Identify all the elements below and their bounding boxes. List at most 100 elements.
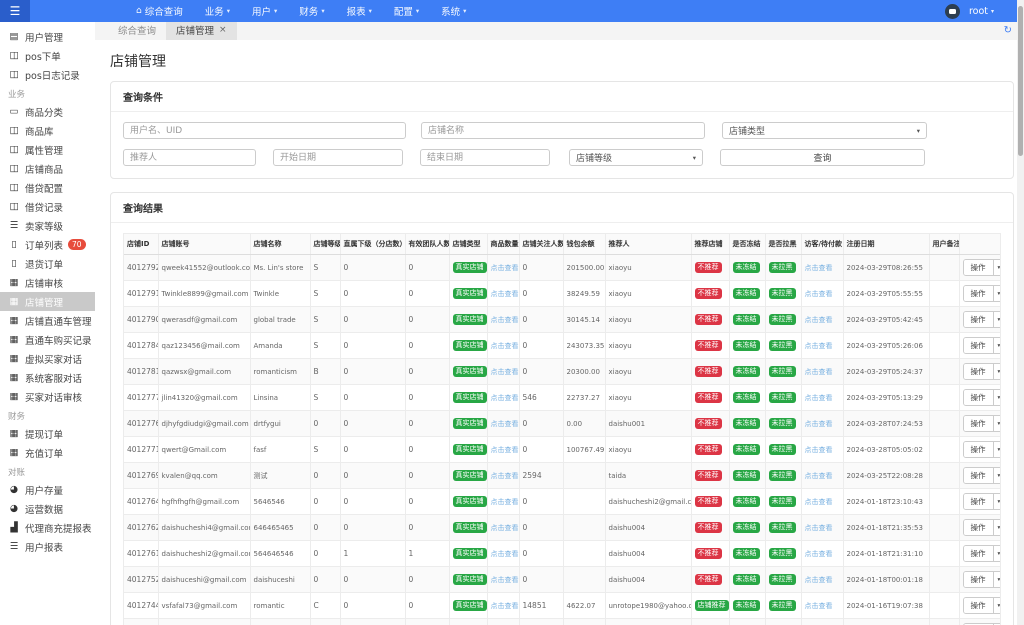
goods-view-link[interactable]: 点击查看 xyxy=(490,445,519,454)
nav-item-配置[interactable]: 配置 ▾ xyxy=(383,0,430,22)
tab-综合查询[interactable]: 综合查询 xyxy=(108,21,166,40)
action-caret-button[interactable]: ▾ xyxy=(992,572,1000,587)
sidebar-item-代理商充提报表[interactable]: ▟ 代理商充提报表 xyxy=(0,518,95,537)
action-caret-button[interactable]: ▾ xyxy=(992,260,1000,275)
visitor-view-link[interactable]: 点击查看 xyxy=(804,289,833,298)
sidebar-item-店铺管理[interactable]: ▦ 店铺管理 xyxy=(0,292,95,311)
action-button[interactable]: 操作 xyxy=(963,390,993,405)
action-caret-button[interactable]: ▾ xyxy=(992,546,1000,561)
visitor-view-link[interactable]: 点击查看 xyxy=(804,367,833,376)
action-button[interactable]: 操作 xyxy=(963,416,993,431)
goods-view-link[interactable]: 点击查看 xyxy=(490,289,519,298)
nav-item-系统[interactable]: 系统 ▾ xyxy=(430,0,477,22)
sidebar-item-店铺审核[interactable]: ▦ 店铺审核 xyxy=(0,273,95,292)
action-button[interactable]: 操作 xyxy=(963,338,993,353)
action-caret-button[interactable]: ▾ xyxy=(992,390,1000,405)
username-uid-input[interactable] xyxy=(123,122,406,139)
referrer-input[interactable] xyxy=(123,149,256,166)
tab-店铺管理[interactable]: 店铺管理 × xyxy=(166,21,237,40)
visitor-view-link[interactable]: 点击查看 xyxy=(804,601,833,610)
visitor-view-link[interactable]: 点击查看 xyxy=(804,341,833,350)
action-button[interactable]: 操作 xyxy=(963,598,993,613)
action-caret-button[interactable]: ▾ xyxy=(992,338,1000,353)
action-caret-button[interactable]: ▾ xyxy=(992,494,1000,509)
goods-view-link[interactable]: 点击查看 xyxy=(490,523,519,532)
sidebar-item-直通车购买记录[interactable]: ▦ 直通车购买记录 xyxy=(0,330,95,349)
visitor-view-link[interactable]: 点击查看 xyxy=(804,523,833,532)
sidebar-item-属性管理[interactable]: ◫ 属性管理 xyxy=(0,140,95,159)
end-date-input[interactable] xyxy=(420,149,550,166)
sidebar-item-pos下单[interactable]: ◫ pos下单 xyxy=(0,46,95,65)
action-caret-button[interactable]: ▾ xyxy=(992,442,1000,457)
goods-view-link[interactable]: 点击查看 xyxy=(490,367,519,376)
sidebar-item-用户存量[interactable]: ◕ 用户存量 xyxy=(0,480,95,499)
close-icon[interactable]: × xyxy=(219,24,227,35)
visitor-view-link[interactable]: 点击查看 xyxy=(804,315,833,324)
visitor-view-link[interactable]: 点击查看 xyxy=(804,497,833,506)
shop-name-input[interactable] xyxy=(421,122,705,139)
nav-item-业务[interactable]: 业务 ▾ xyxy=(194,0,241,22)
action-caret-button[interactable]: ▾ xyxy=(992,416,1000,431)
goods-view-link[interactable]: 点击查看 xyxy=(490,393,519,402)
goods-view-link[interactable]: 点击查看 xyxy=(490,341,519,350)
action-button[interactable]: 操作 xyxy=(963,260,993,275)
action-button[interactable]: 操作 xyxy=(963,312,993,327)
chat-button[interactable] xyxy=(944,3,960,19)
sidebar-item-退货订单[interactable]: ▯ 退货订单 xyxy=(0,254,95,273)
action-button[interactable]: 操作 xyxy=(963,468,993,483)
nav-item-财务[interactable]: 财务 ▾ xyxy=(288,0,335,22)
action-caret-button[interactable]: ▾ xyxy=(992,468,1000,483)
nav-item-综合查询[interactable]: ⌂ 综合查询 xyxy=(125,0,194,22)
goods-view-link[interactable]: 点击查看 xyxy=(490,263,519,272)
goods-view-link[interactable]: 点击查看 xyxy=(490,497,519,506)
goods-view-link[interactable]: 点击查看 xyxy=(490,575,519,584)
sidebar-item-系统客服对话[interactable]: ▦ 系统客服对话 xyxy=(0,368,95,387)
action-caret-button[interactable]: ▾ xyxy=(992,520,1000,535)
action-button[interactable]: 操作 xyxy=(963,546,993,561)
goods-view-link[interactable]: 点击查看 xyxy=(490,315,519,324)
nav-item-用户[interactable]: 用户 ▾ xyxy=(241,0,288,22)
action-button[interactable]: 操作 xyxy=(963,286,993,301)
sidebar-item-借贷配置[interactable]: ◫ 借贷配置 xyxy=(0,178,95,197)
goods-view-link[interactable]: 点击查看 xyxy=(490,471,519,480)
visitor-view-link[interactable]: 点击查看 xyxy=(804,445,833,454)
sidebar-item-充值订单[interactable]: ▦ 充值订单 xyxy=(0,443,95,462)
scrollbar-track[interactable] xyxy=(1017,0,1024,625)
sidebar-item-提现订单[interactable]: ▦ 提现订单 xyxy=(0,424,95,443)
sidebar-item-买家对话审核[interactable]: ▦ 买家对话审核 xyxy=(0,387,95,406)
visitor-view-link[interactable]: 点击查看 xyxy=(804,393,833,402)
action-button[interactable]: 操作 xyxy=(963,520,993,535)
action-caret-button[interactable]: ▾ xyxy=(992,286,1000,301)
sidebar-item-用户管理[interactable]: ▤ 用户管理 xyxy=(0,27,95,46)
sidebar-item-商品库[interactable]: ◫ 商品库 xyxy=(0,121,95,140)
action-caret-button[interactable]: ▾ xyxy=(992,312,1000,327)
start-date-input[interactable] xyxy=(273,149,403,166)
action-caret-button[interactable]: ▾ xyxy=(992,364,1000,379)
action-caret-button[interactable]: ▾ xyxy=(992,598,1000,613)
shop-type-select[interactable]: 店铺类型 ▾ xyxy=(722,122,927,139)
sidebar-item-店铺直通车管理[interactable]: ▦ 店铺直通车管理 xyxy=(0,311,95,330)
visitor-view-link[interactable]: 点击查看 xyxy=(804,471,833,480)
goods-view-link[interactable]: 点击查看 xyxy=(490,549,519,558)
visitor-view-link[interactable]: 点击查看 xyxy=(804,549,833,558)
sidebar-item-借贷记录[interactable]: ◫ 借贷记录 xyxy=(0,197,95,216)
goods-view-link[interactable]: 点击查看 xyxy=(490,419,519,428)
sidebar-item-虚拟买家对话[interactable]: ▦ 虚拟买家对话 xyxy=(0,349,95,368)
scrollbar-thumb[interactable] xyxy=(1018,6,1023,156)
sidebar-item-用户报表[interactable]: ☰ 用户报表 xyxy=(0,537,95,556)
sidebar-item-订单列表[interactable]: ▯ 订单列表 70 xyxy=(0,235,95,254)
sidebar-item-运营数据[interactable]: ◕ 运营数据 xyxy=(0,499,95,518)
visitor-view-link[interactable]: 点击查看 xyxy=(804,263,833,272)
user-menu[interactable]: root ▾ xyxy=(969,6,994,17)
sidebar-item-商品分类[interactable]: ▭ 商品分类 xyxy=(0,102,95,121)
visitor-view-link[interactable]: 点击查看 xyxy=(804,419,833,428)
sidebar-toggle-button[interactable]: ☰ xyxy=(0,0,30,22)
sidebar-item-店铺商品[interactable]: ◫ 店铺商品 xyxy=(0,159,95,178)
action-button[interactable]: 操作 xyxy=(963,442,993,457)
sidebar-item-pos日志记录[interactable]: ◫ pos日志记录 xyxy=(0,65,95,84)
refresh-icon[interactable]: ↻ xyxy=(1003,25,1012,36)
action-button[interactable]: 操作 xyxy=(963,364,993,379)
visitor-view-link[interactable]: 点击查看 xyxy=(804,575,833,584)
shop-level-select[interactable]: 店铺等级 ▾ xyxy=(569,149,703,166)
goods-view-link[interactable]: 点击查看 xyxy=(490,601,519,610)
